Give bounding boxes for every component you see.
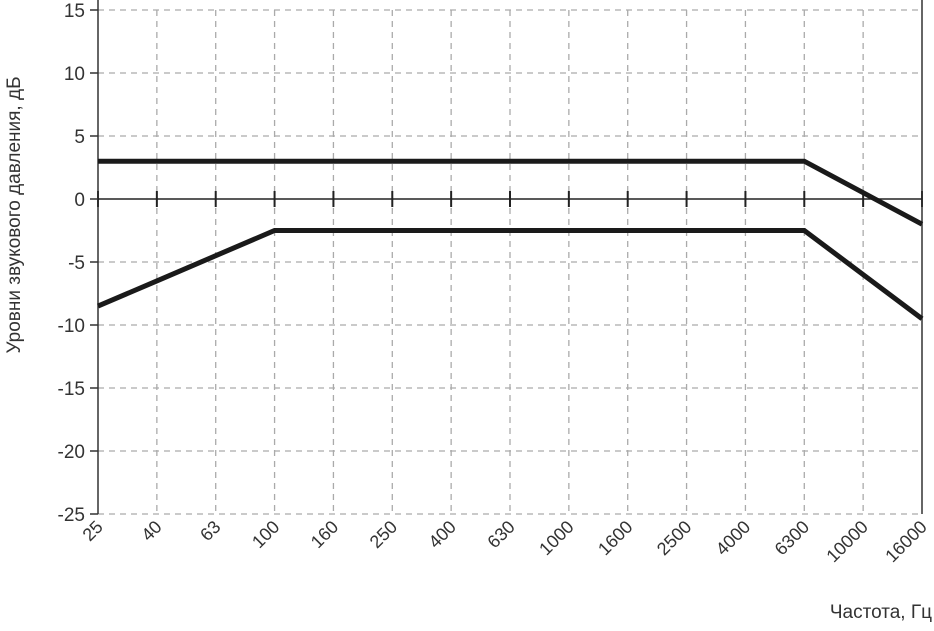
x-axis-label: Частота, Гц	[830, 602, 932, 623]
upper-limit-line	[98, 158, 924, 227]
x-tick-label: 16000	[881, 517, 931, 567]
tick-labels: 25 40 63 100 160 250 400 630 1000 1600 2500 4000 630…	[58, 1, 931, 566]
axes	[90, 0, 923, 515]
y-tick-label: 10	[64, 64, 85, 85]
x-tick-label: 63	[196, 517, 224, 545]
y-tick-label: 5	[74, 127, 85, 148]
x-tick-label: 4000	[712, 517, 754, 559]
y-tick-label: -5	[68, 253, 85, 274]
x-tick-label: 160	[307, 517, 342, 552]
y-tick-label: -10	[58, 316, 85, 337]
lower-limit-line	[97, 228, 924, 321]
y-tick-label: -25	[58, 505, 85, 526]
x-tick-label: 6300	[771, 517, 813, 559]
y-tick-label: -20	[58, 442, 85, 463]
y-tick-label: 15	[64, 1, 85, 22]
x-tick-label: 2500	[653, 517, 695, 559]
series-group	[97, 158, 924, 321]
x-tick-label: 630	[483, 517, 518, 552]
x-tick-label: 1600	[594, 517, 636, 559]
x-tick-label: 10000	[822, 517, 872, 567]
x-tick-label: 400	[425, 517, 460, 552]
y-tick-label: 0	[74, 190, 85, 211]
y-tick-label: -15	[58, 379, 85, 400]
x-tick-label: 250	[366, 517, 401, 552]
x-tick-label: 1000	[535, 517, 577, 559]
x-tick-label: 40	[137, 517, 165, 545]
grid	[98, 9, 922, 515]
x-tick-label: 100	[248, 517, 283, 552]
y-axis-label: Уровни звукового давления, дБ	[4, 76, 25, 353]
